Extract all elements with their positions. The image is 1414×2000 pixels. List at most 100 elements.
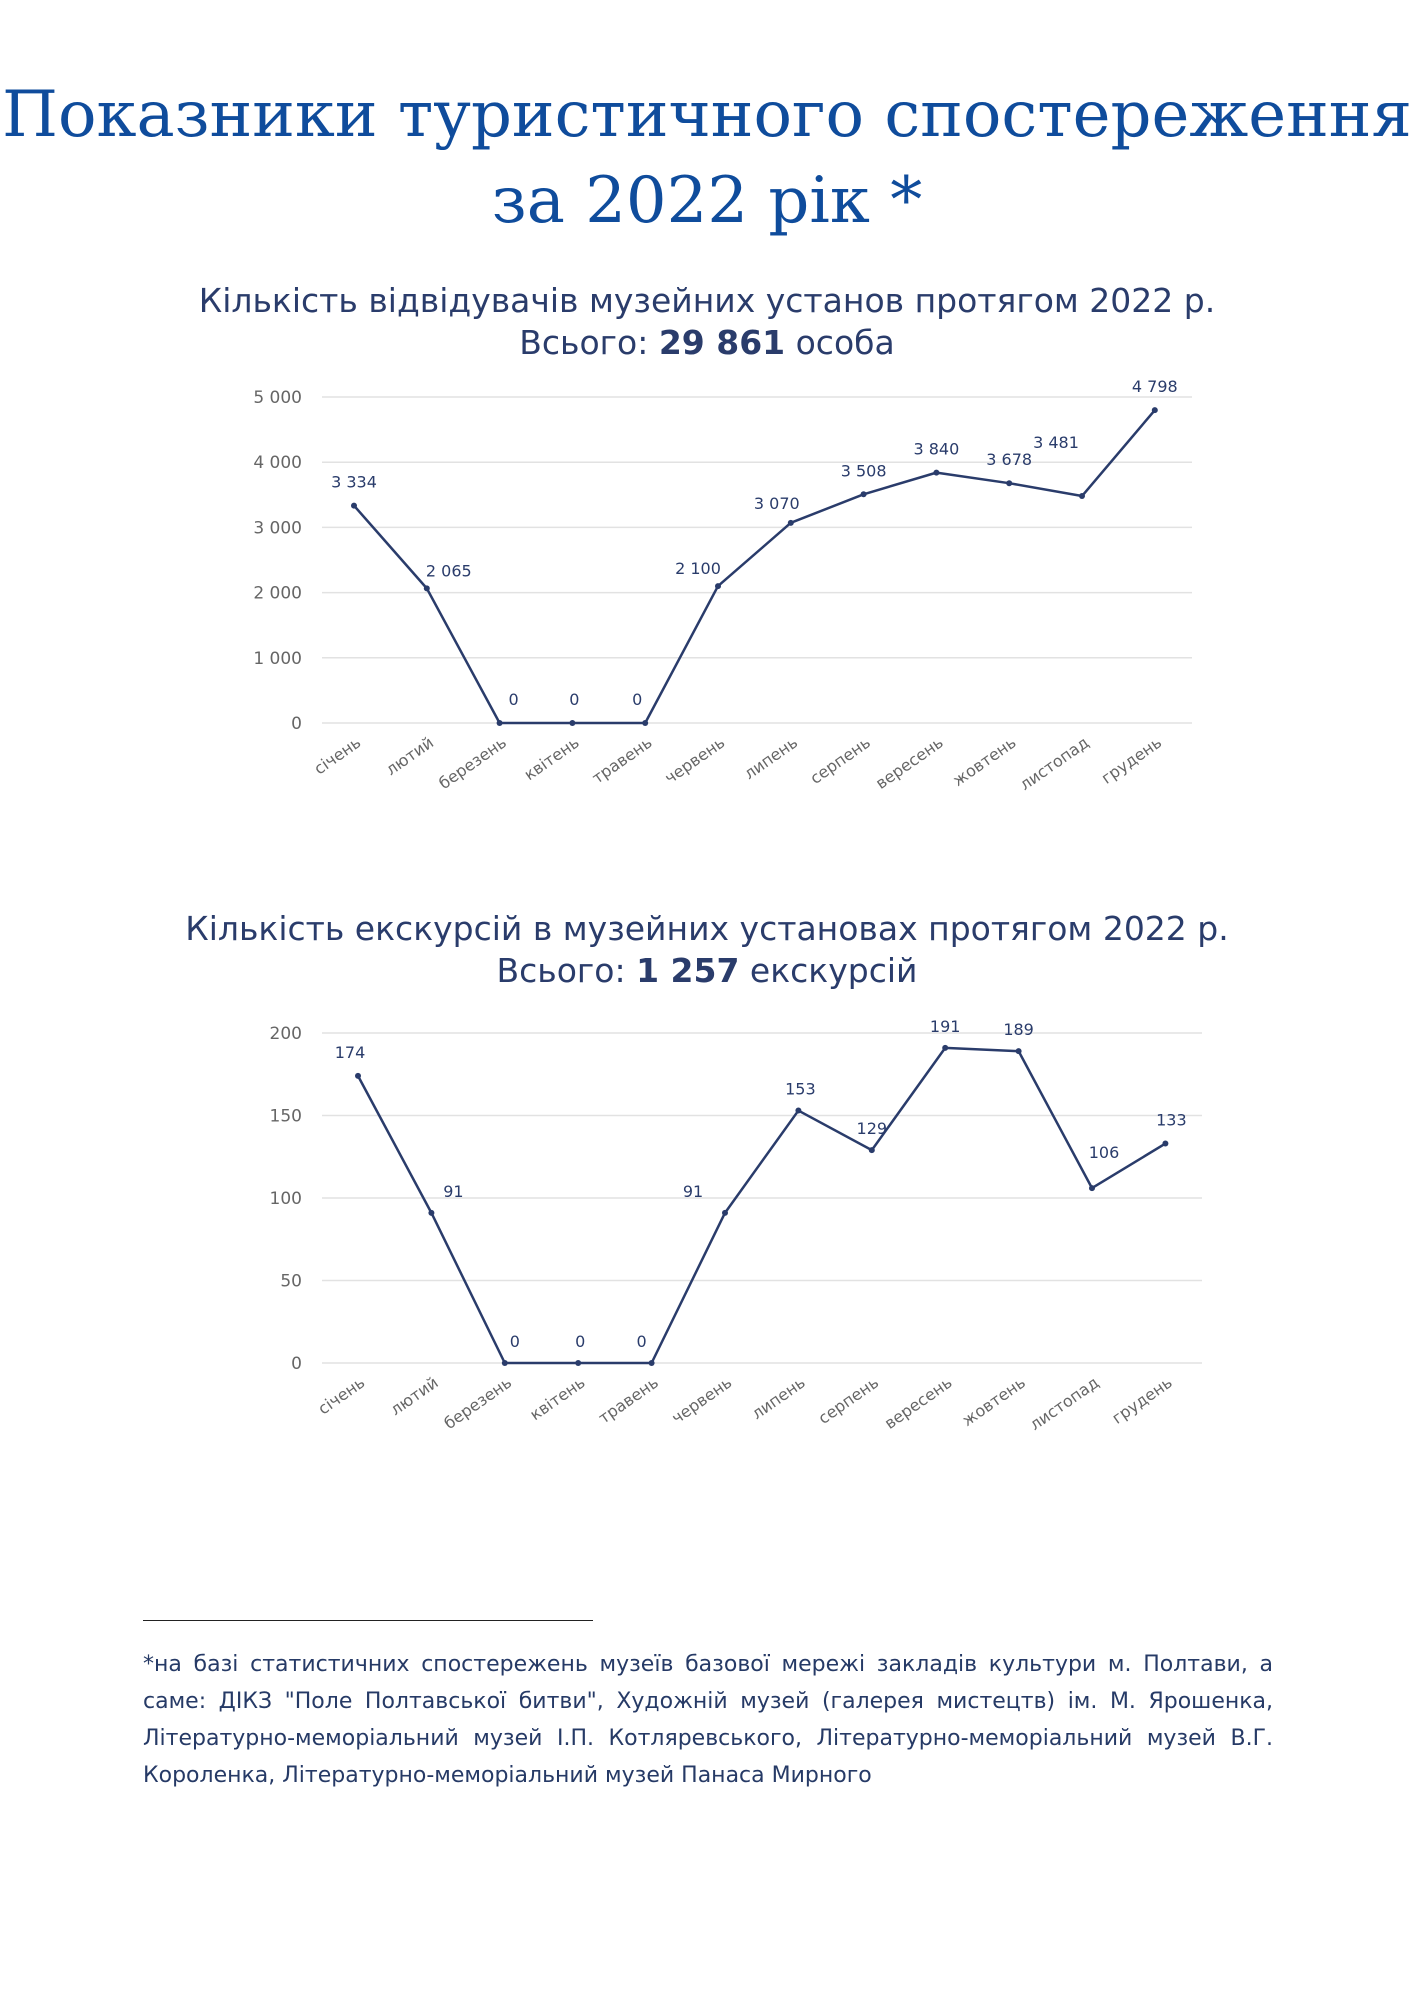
excursions-data-label: 0 — [510, 1332, 520, 1351]
visitors-total-suffix: особа — [785, 323, 895, 362]
visitors-data-point — [1006, 480, 1013, 487]
visitors-data-point — [787, 519, 794, 526]
excursions-x-tick-label: вересень — [881, 1373, 956, 1433]
visitors-y-tick-label: 1 000 — [253, 649, 302, 669]
visitors-y-tick-label: 3 000 — [253, 518, 302, 538]
visitors-x-tick-label: жовтень — [949, 733, 1019, 790]
visitors-y-tick-label: 0 — [291, 714, 302, 734]
excursions-data-point — [428, 1209, 435, 1216]
visitors-chart-title: Кількість відвідувачів музейних установ … — [198, 281, 1216, 320]
excursions-data-point — [648, 1360, 655, 1366]
visitors-x-tick-label: вересень — [872, 733, 947, 793]
excursions-y-tick-label: 200 — [270, 1024, 302, 1044]
excursions-data-label: 106 — [1089, 1143, 1120, 1162]
visitors-data-point — [496, 720, 503, 726]
excursions-y-tick-label: 50 — [280, 1272, 302, 1292]
visitors-x-tick-label: грудень — [1098, 733, 1165, 788]
excursions-data-label: 153 — [785, 1080, 816, 1099]
visitors-data-label: 4 798 — [1132, 377, 1178, 396]
excursions-data-label: 91 — [443, 1182, 463, 1201]
visitors-data-point — [642, 720, 649, 726]
excursions-data-point — [1089, 1185, 1095, 1192]
excursions-data-label: 133 — [1156, 1111, 1187, 1130]
excursions-line-chart: 0 50 100 150 200 174 91 0 0 0 91 153 129 191 189 106 133… — [270, 1017, 1202, 1434]
excursions-y-tick-label: 100 — [270, 1189, 302, 1209]
excursions-data-label: 189 — [1003, 1020, 1034, 1039]
visitors-chart-heading: Кількість відвідувачів музейних установ … — [0, 280, 1414, 364]
excursions-data-point — [868, 1147, 875, 1154]
excursions-data-label: 129 — [857, 1119, 888, 1138]
visitors-data-point — [1079, 493, 1085, 500]
visitors-data-label: 3 678 — [986, 450, 1032, 469]
visitors-data-point — [933, 469, 940, 476]
visitors-x-tick-label: березень — [435, 733, 510, 793]
page-title-line-2: за 2022 рік * — [491, 164, 923, 238]
excursions-data-label: 174 — [335, 1043, 366, 1062]
excursions-x-tick-label: січень — [314, 1373, 368, 1419]
visitors-y-tick-label: 4 000 — [253, 453, 302, 473]
visitors-x-tick-label: квітень — [521, 733, 583, 784]
visitors-data-label: 3 840 — [913, 440, 959, 459]
visitors-data-point — [860, 491, 867, 498]
excursions-data-label: 191 — [930, 1017, 961, 1036]
excursions-chart-total: Всього: 1 257 екскурсій — [0, 950, 1414, 992]
excursions-x-tick-label: квітень — [526, 1373, 588, 1424]
page-title-line-1: Показники туристичного спостереження — [2, 78, 1412, 152]
footnote: *на базі статистичних спостережень музеї… — [143, 1652, 1273, 1788]
excursions-data-point — [1015, 1048, 1022, 1055]
visitors-data-label: 3 070 — [754, 494, 800, 513]
excursions-x-tick-label: грудень — [1108, 1373, 1175, 1428]
excursions-data-label: 0 — [637, 1332, 647, 1351]
page-title: Показники туристичного спостереження за … — [0, 72, 1414, 244]
visitors-y-tick-label: 2 000 — [253, 584, 302, 604]
excursions-x-tick-label: серпень — [815, 1373, 882, 1428]
visitors-data-label: 2 100 — [675, 559, 721, 578]
visitors-total-value: 29 861 — [658, 323, 786, 362]
visitors-x-tick-label: листопад — [1016, 733, 1092, 794]
excursions-x-tick-label: жовтень — [958, 1373, 1028, 1430]
visitors-data-label: 3 481 — [1033, 433, 1079, 452]
visitors-data-label: 0 — [632, 690, 642, 709]
excursions-data-point — [942, 1044, 949, 1051]
visitors-x-tick-label: травень — [589, 733, 656, 788]
excursions-series-line — [356, 1046, 1167, 1365]
excursions-chart-title: Кількість екскурсій в музейних установах… — [185, 909, 1229, 948]
excursions-data-point — [795, 1107, 802, 1114]
excursions-x-tick-label: листопад — [1026, 1373, 1102, 1434]
footnote-divider — [143, 1620, 593, 1621]
visitors-data-label: 0 — [509, 690, 519, 709]
excursions-chart-heading: Кількість екскурсій в музейних установах… — [0, 908, 1414, 992]
excursions-total-value: 1 257 — [636, 951, 740, 990]
excursions-x-tick-label: лютий — [387, 1373, 442, 1419]
visitors-data-point — [1151, 407, 1158, 414]
excursions-data-label: 91 — [683, 1182, 703, 1201]
excursions-data-point — [355, 1072, 361, 1079]
visitors-data-label: 0 — [569, 690, 579, 709]
excursions-data-point — [501, 1360, 508, 1366]
excursions-data-label: 0 — [575, 1332, 585, 1351]
excursions-x-tick-label: березень — [440, 1373, 515, 1433]
excursions-data-point — [722, 1209, 728, 1216]
visitors-data-label: 3 334 — [331, 473, 377, 492]
visitors-x-tick-label: червень — [661, 733, 728, 788]
visitors-data-point — [423, 585, 430, 592]
excursions-x-tick-label: червень — [668, 1373, 735, 1428]
visitors-x-tick-label: лютий — [382, 733, 437, 779]
visitors-data-label: 3 508 — [841, 461, 887, 480]
excursions-data-point — [1162, 1140, 1169, 1147]
excursions-x-tick-label: травень — [595, 1373, 662, 1428]
visitors-series-line — [353, 409, 1156, 725]
excursions-y-tick-label: 0 — [291, 1354, 302, 1374]
visitors-x-tick-label: серпень — [806, 733, 873, 788]
excursions-y-tick-label: 150 — [270, 1107, 302, 1127]
excursions-total-prefix: Всього: — [496, 951, 637, 990]
visitors-total-prefix: Всього: — [519, 323, 659, 362]
excursions-data-point — [575, 1360, 582, 1366]
excursions-x-tick-label: липень — [748, 1373, 809, 1423]
visitors-y-tick-label: 5 000 — [253, 388, 302, 408]
visitors-data-label: 2 065 — [426, 561, 472, 580]
excursions-total-suffix: екскурсій — [739, 951, 918, 990]
visitors-chart-total: Всього: 29 861 особа — [0, 322, 1414, 364]
visitors-data-point — [351, 502, 357, 509]
visitors-data-point — [569, 720, 576, 726]
